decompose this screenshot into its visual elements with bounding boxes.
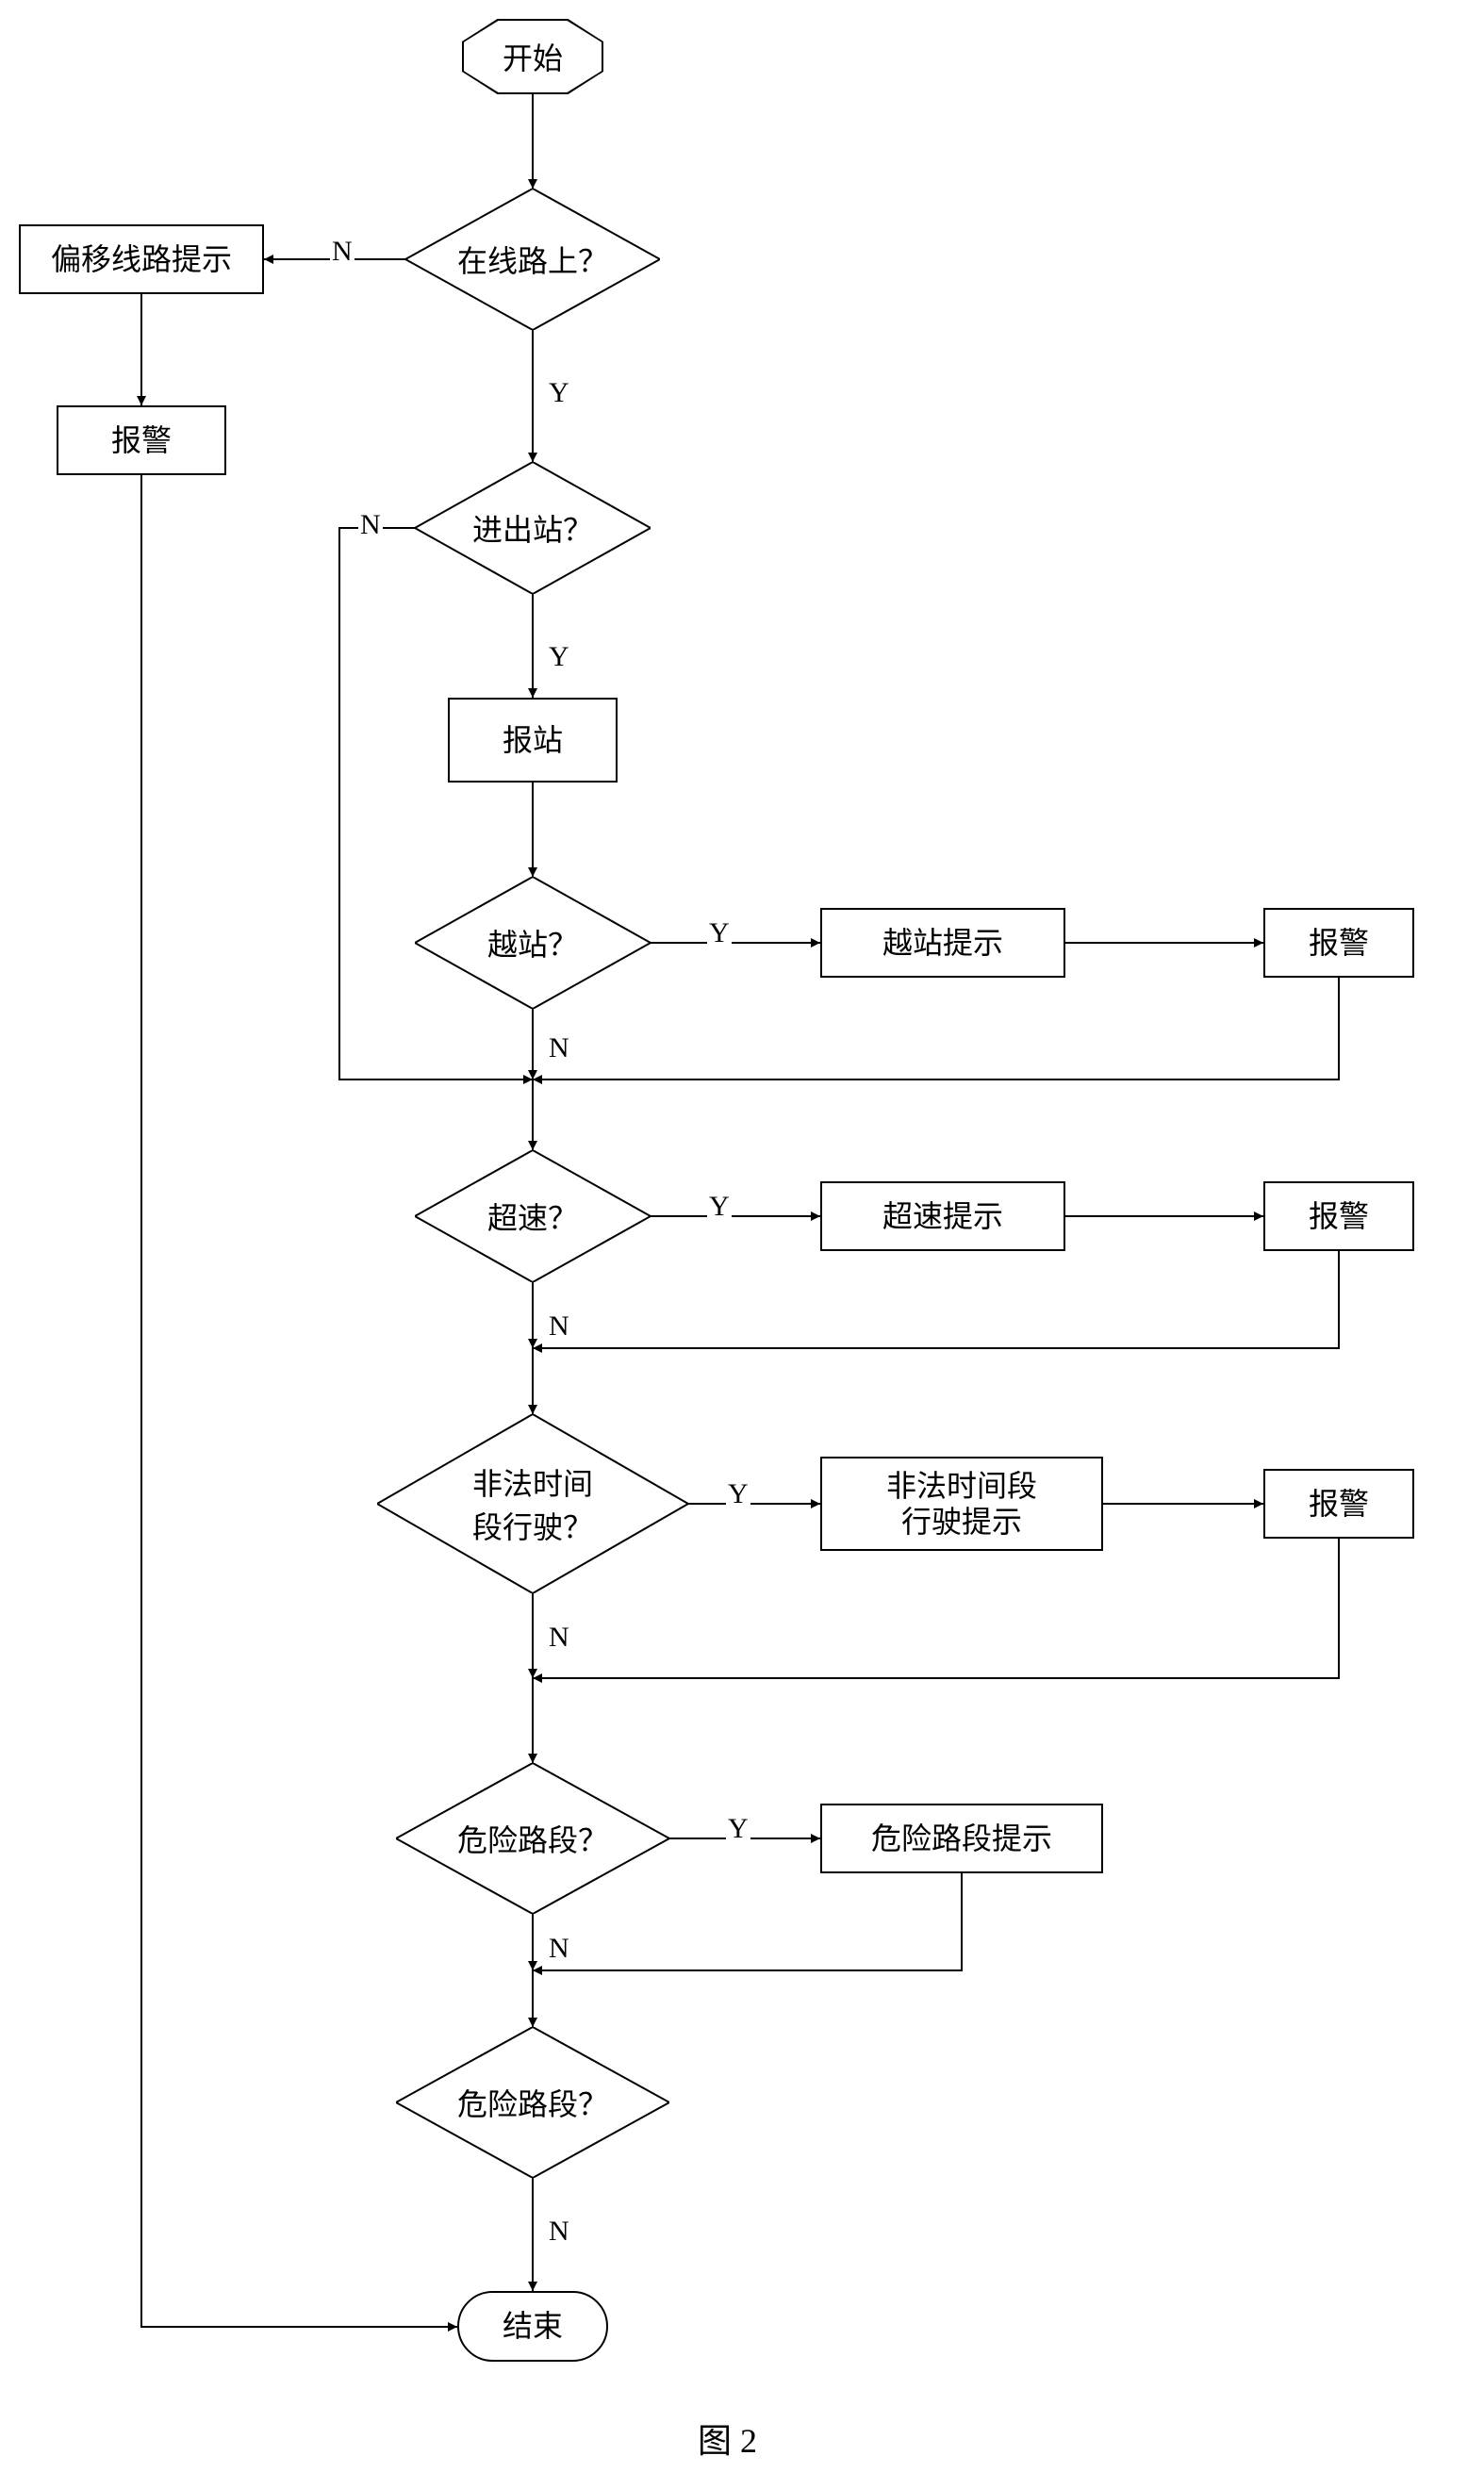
edge-label: N (547, 1622, 571, 1654)
decision-online: 在线路上？ (405, 189, 660, 330)
decision-danger-2: 危险路段？ (396, 2027, 669, 2178)
decision-skip: 越站？ (415, 877, 651, 1009)
end-node: 结束 (457, 2291, 608, 2362)
tip-illegal-time: 非法时间段 行驶提示 (820, 1457, 1103, 1551)
edge-label: N (358, 509, 383, 541)
alarm-speed-label: 报警 (1309, 1198, 1369, 1234)
tip-skip: 越站提示 (820, 908, 1065, 978)
announce-station-label: 报站 (503, 722, 563, 758)
alarm-offroute: 报警 (57, 405, 226, 475)
alarm-illegal-time-label: 报警 (1309, 1486, 1369, 1522)
decision-danger-label: 危险路段？ (457, 1817, 608, 1860)
edge (533, 978, 1339, 1079)
edge (533, 1251, 1339, 1348)
decision-online-label: 在线路上？ (457, 238, 608, 281)
decision-station: 进出站？ (415, 462, 651, 594)
end-label: 结束 (503, 2308, 563, 2344)
edge-label: Y (707, 917, 732, 949)
figure-caption: 图 2 (698, 2414, 757, 2463)
decision-skip-label: 越站？ (487, 921, 578, 964)
edge-label: N (547, 1032, 571, 1064)
decision-danger: 危险路段？ (396, 1763, 669, 1914)
edge-label: N (547, 2216, 571, 2248)
decision-station-label: 进出站？ (472, 506, 593, 550)
tip-speed-label: 超速提示 (882, 1198, 1003, 1234)
alarm-speed: 报警 (1263, 1181, 1414, 1251)
start-label: 开始 (503, 35, 563, 78)
decision-speed-label: 超速？ (487, 1195, 578, 1238)
edge-label: N (547, 1310, 571, 1343)
edge-label: Y (726, 1813, 750, 1845)
tip-illegal-time-label: 非法时间段 行驶提示 (886, 1468, 1037, 1541)
start-node: 开始 (462, 19, 603, 94)
edge-label: N (330, 236, 355, 268)
decision-danger-2-label: 危险路段？ (457, 2081, 608, 2124)
edge-label: Y (547, 641, 571, 673)
alarm-illegal-time: 报警 (1263, 1469, 1414, 1539)
decision-speed: 超速？ (415, 1150, 651, 1282)
tip-speed: 超速提示 (820, 1181, 1065, 1251)
alarm-offroute-label: 报警 (111, 422, 172, 458)
decision-illegal-time-label: 非法时间 段行驶？ (472, 1460, 593, 1547)
edge-label: Y (707, 1191, 732, 1223)
announce-station: 报站 (448, 698, 618, 783)
tip-danger-label: 危险路段提示 (871, 1821, 1052, 1856)
offroute-tip-label: 偏移线路提示 (51, 241, 232, 277)
edge-label: N (547, 1933, 571, 1965)
flowchart-edges (0, 0, 1484, 2472)
edge-label: Y (726, 1478, 750, 1510)
alarm-skip: 报警 (1263, 908, 1414, 978)
alarm-skip-label: 报警 (1309, 925, 1369, 961)
edge-label: Y (547, 377, 571, 409)
offroute-tip: 偏移线路提示 (19, 224, 264, 294)
flowchart-canvas: 开始 在线路上？ 偏移线路提示 报警 进出站？ 报站 越站？ 越站提示 报警 超… (0, 0, 1484, 2472)
tip-danger: 危险路段提示 (820, 1804, 1103, 1873)
decision-illegal-time: 非法时间 段行驶？ (377, 1414, 688, 1593)
tip-skip-label: 越站提示 (882, 925, 1003, 961)
